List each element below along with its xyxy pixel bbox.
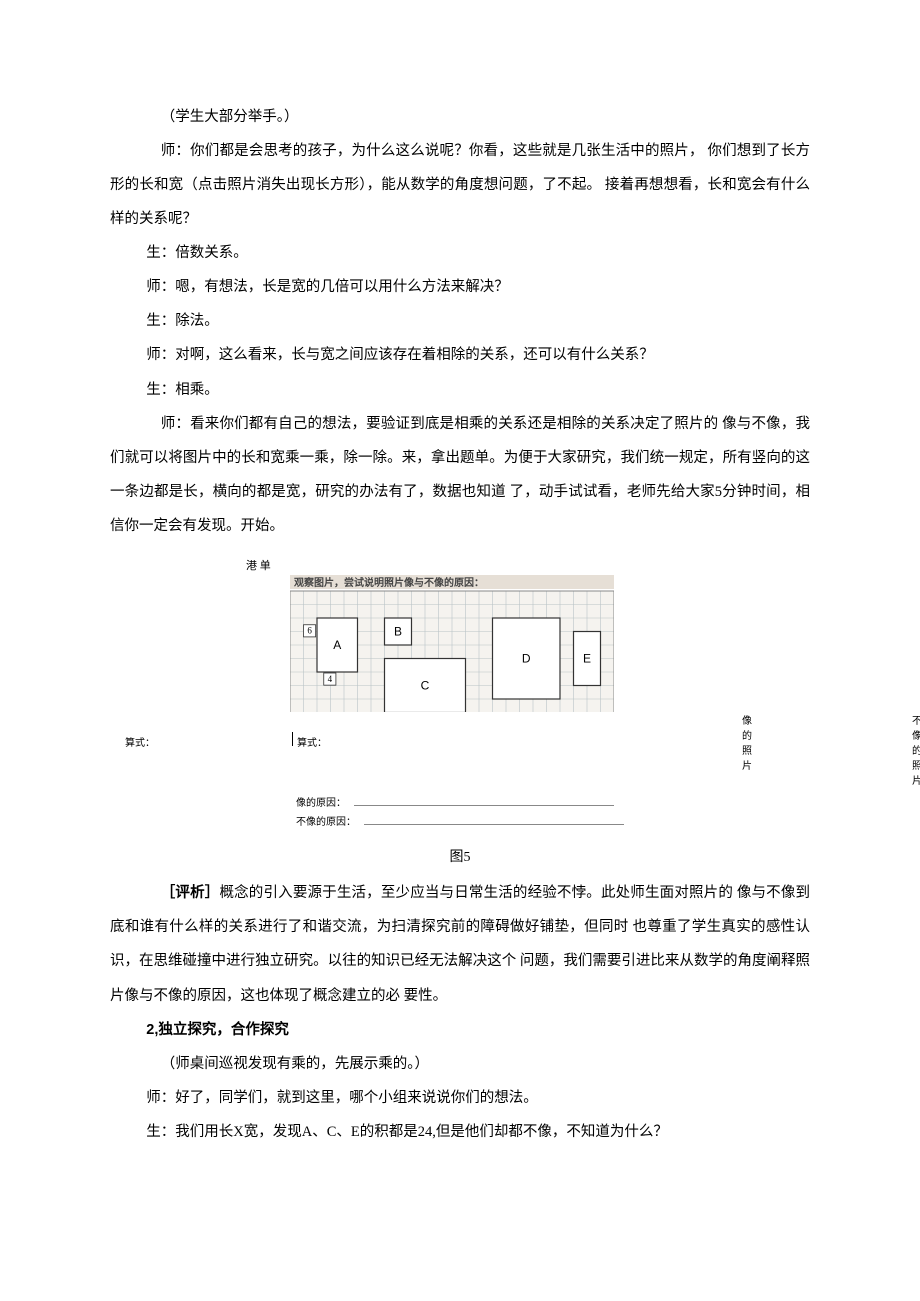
dialogue-line: 生：除法。: [110, 304, 810, 338]
dialogue-line: 生：我们用长X宽，发现A、C、E的积都是24,但是他们却都不像，不知道为什么？: [110, 1115, 810, 1149]
caption-unlike: 不像的照片: [912, 712, 920, 787]
reason-unlike-underline: [364, 824, 624, 825]
svg-text:观察图片，尝试说明照片像与不像的原因：: 观察图片，尝试说明照片像与不像的原因：: [294, 576, 484, 589]
svg-text:6: 6: [307, 625, 312, 635]
worksheet-grid-wrap: 观察图片，尝试说明照片像与不像的原因： A 6 4 B C D E 像的照片 不像的照片: [290, 575, 760, 729]
worksheet-title-row: 港 单: [110, 557, 810, 573]
reason-like-line: 像的原因：: [296, 794, 810, 809]
dialogue-line: 师：嗯，有想法，长是宽的几倍可以用什么方法来解决？: [110, 270, 810, 304]
reason-like-underline: [354, 805, 614, 806]
reason-block: 像的原因： 不像的原因：: [296, 794, 810, 828]
analysis-tag: ［评析］: [161, 885, 220, 901]
dialogue-line: 师：好了，同学们，就到这里，哪个小组来说说你们的想法。: [110, 1081, 810, 1115]
svg-text:D: D: [522, 651, 531, 665]
dialogue-line: 师：对啊，这么看来，长与宽之间应该存在着相除的关系，还可以有什么关系？: [110, 338, 810, 372]
paragraph: 师：看来你们都有自己的想法，要验证到底是相乘的关系还是相除的关系决定了照片的 像…: [110, 407, 810, 543]
svg-text:4: 4: [328, 674, 333, 684]
svg-text:C: C: [421, 678, 430, 692]
formula-label-left: 算式：: [125, 734, 155, 749]
dialogue-line: 生：倍数关系。: [110, 236, 810, 270]
analysis-paragraph: ［评析］概念的引入要源于生活，至少应当与日常生活的经验不悖。此处师生面对照片的 …: [110, 876, 810, 1012]
reason-like-label: 像的原因：: [296, 794, 346, 809]
figure-label: 图5: [110, 846, 810, 866]
reason-unlike-line: 不像的原因：: [296, 813, 810, 828]
svg-text:B: B: [394, 624, 402, 638]
analysis-text: 概念的引入要源于生活，至少应当与日常生活的经验不悖。此处师生面对照片的 像与不像…: [110, 885, 810, 1003]
svg-text:E: E: [583, 651, 591, 665]
worksheet-grid: 观察图片，尝试说明照片像与不像的原因： A 6 4 B C D E: [290, 575, 614, 713]
caption-row: 像的照片 不像的照片: [290, 712, 760, 728]
paragraph: （学生大部分举手。）: [110, 100, 810, 134]
formula-label-mid: 算式：: [297, 734, 327, 749]
formula-row: 算式： 算式：: [110, 734, 810, 752]
reason-unlike-label: 不像的原因：: [296, 813, 356, 828]
worksheet-title-left: 港 单: [246, 560, 271, 572]
paragraph: 师：你们都是会思考的孩子，为什么这么说呢？你看，这些就是几张生活中的照片， 你们…: [110, 134, 810, 236]
dialogue-line: 生：相乘。: [110, 373, 810, 407]
section-heading: 2,独立探究，合作探究: [110, 1013, 810, 1047]
paragraph: （师桌间巡视发现有乘的，先展示乘的。）: [110, 1047, 810, 1081]
svg-text:A: A: [333, 638, 341, 652]
